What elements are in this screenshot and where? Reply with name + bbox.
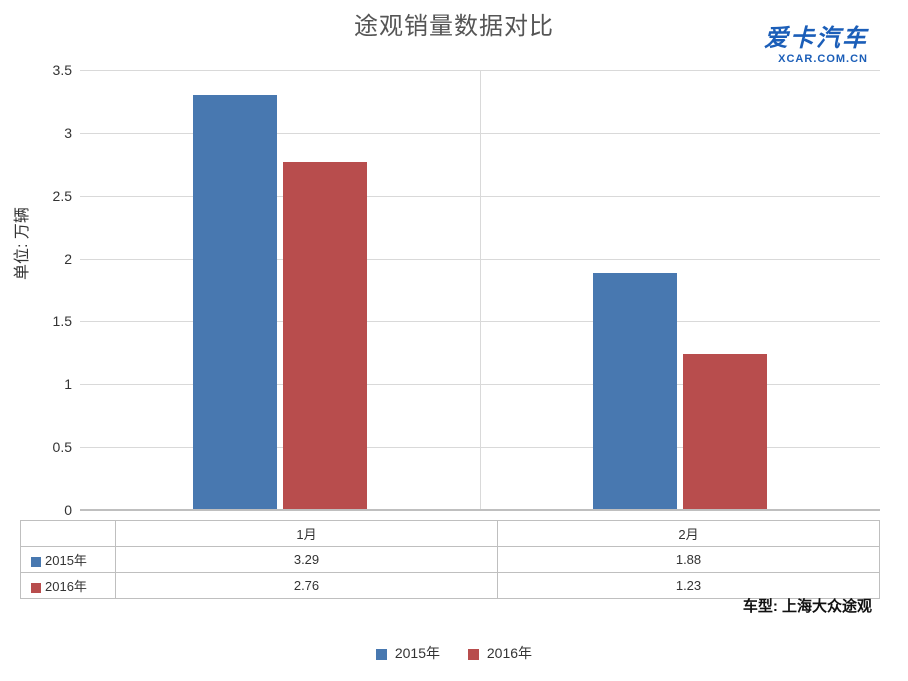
- color-swatch: [31, 583, 41, 593]
- table-header-row: 1月2月: [21, 521, 880, 547]
- legend-swatch: [468, 649, 479, 660]
- table-header-cell: 1月: [116, 521, 498, 547]
- y-tick-label: 2: [64, 251, 72, 267]
- legend-item: 2015年: [376, 645, 440, 661]
- brand-logo-cn: 爱卡汽车: [764, 18, 868, 53]
- y-tick-label: 1: [64, 376, 72, 392]
- gridline: [80, 510, 880, 511]
- y-tick-label: 3.5: [53, 62, 72, 78]
- y-axis-label: 单位: 万辆: [8, 207, 32, 280]
- bar: [683, 354, 767, 509]
- y-tick-label: 3: [64, 125, 72, 141]
- color-swatch: [31, 557, 41, 567]
- y-tick-label: 2.5: [53, 188, 72, 204]
- chart-divider: [480, 70, 481, 509]
- chart-plot-area: 00.511.522.533.5: [80, 70, 880, 510]
- table-series-label: 2015年: [21, 547, 116, 573]
- footer-model-label: 车型: 上海大众途观: [743, 595, 872, 616]
- brand-logo: 爱卡汽车 XCAR.COM.CN: [764, 18, 868, 65]
- y-tick-label: 1.5: [53, 313, 72, 329]
- bar: [593, 273, 677, 509]
- table-series-label: 2016年: [21, 573, 116, 599]
- table-cell: 3.29: [116, 547, 498, 573]
- table-header-blank: [21, 521, 116, 547]
- brand-logo-en: XCAR.COM.CN: [764, 53, 868, 65]
- table-row: 2015年3.291.88: [21, 547, 880, 573]
- legend-swatch: [376, 649, 387, 660]
- footer-label-key: 车型:: [743, 598, 778, 615]
- y-tick-label: 0.5: [53, 439, 72, 455]
- legend-item: 2016年: [468, 645, 532, 661]
- table-cell: 2.76: [116, 573, 498, 599]
- bar: [283, 162, 367, 509]
- data-table: 1月2月2015年3.291.882016年2.761.23: [20, 520, 880, 599]
- footer-label-value: 上海大众途观: [782, 598, 872, 615]
- chart-legend: 2015年 2016年: [0, 643, 908, 663]
- y-tick-label: 0: [64, 502, 72, 518]
- bar: [193, 95, 277, 509]
- table-cell: 1.88: [498, 547, 880, 573]
- table-header-cell: 2月: [498, 521, 880, 547]
